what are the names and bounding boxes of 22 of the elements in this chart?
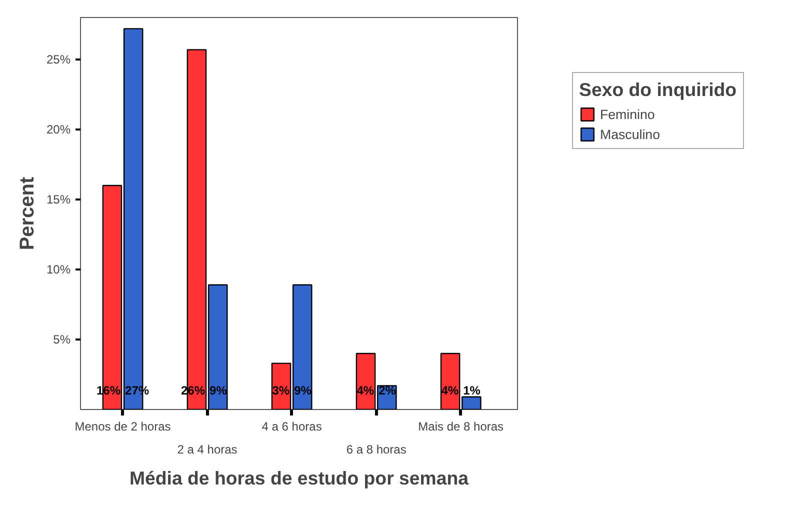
data-label: 4% [441, 384, 459, 398]
data-label: 2% [378, 384, 396, 398]
data-label: 3% [272, 384, 290, 398]
data-label: 9% [294, 384, 312, 398]
data-label: 4% [356, 384, 374, 398]
x-tick-label: 6 a 8 horas [346, 442, 406, 456]
legend-label: Masculino [600, 126, 660, 142]
data-label: 9% [210, 384, 228, 398]
y-tick-label: 10% [46, 262, 71, 276]
x-tick-label: Mais de 8 horas [418, 420, 504, 434]
y-tick-label: 15% [46, 192, 71, 206]
x-axis-title: Média de horas de estudo por semana [129, 468, 470, 488]
legend-title: Sexo do inquirido [579, 79, 737, 101]
y-tick-label: 5% [53, 332, 71, 346]
y-tick-label: 25% [46, 52, 71, 66]
x-tick-label: 2 a 4 horas [177, 442, 238, 456]
y-axis-title: Percent [16, 176, 38, 250]
data-label: 1% [463, 384, 481, 398]
legend-label: Feminino [600, 106, 655, 122]
x-tick-label: Menos de 2 horas [74, 420, 171, 434]
y-tick-label: 20% [46, 122, 71, 136]
x-tick-label: 4 a 6 horas [262, 420, 322, 434]
